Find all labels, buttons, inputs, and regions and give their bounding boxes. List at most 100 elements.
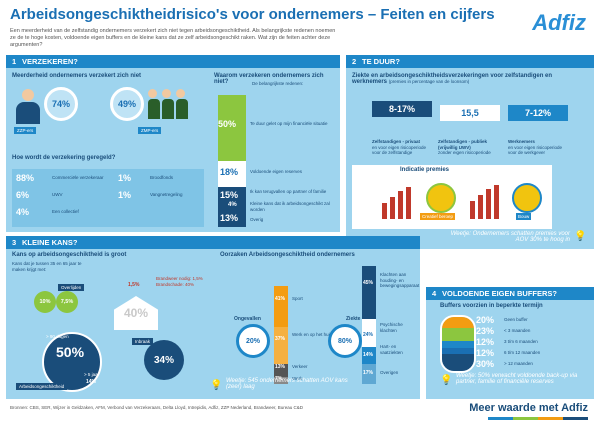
- overlijden-a: 10%: [34, 291, 56, 313]
- brandschade-pct: 40%: [124, 306, 149, 320]
- buffer-pct: 12%: [476, 347, 495, 358]
- ongeval-item-label: Verkeer: [292, 364, 308, 369]
- range-werknemers: 7-12%: [508, 105, 568, 121]
- reason-seg-2: [218, 161, 246, 187]
- ziekte-bar: [362, 266, 376, 384]
- ao-label: Arbeidsongeschiktheid: [16, 383, 68, 390]
- slogan: Meer waarde met Adfiz: [469, 402, 588, 414]
- ziekte-circle: 80%: [328, 324, 362, 358]
- adfiz-logo: Adfiz: [532, 10, 586, 35]
- inbraak-circle: 34%: [144, 340, 184, 380]
- q-waarom-sub: De belangrijkste redenen:: [252, 81, 304, 86]
- reg-pct: 1%: [118, 190, 132, 200]
- reason-label: Voldoende eigen reserves: [250, 169, 303, 174]
- reason-label: Te duur gelet op mijn financiële situati…: [250, 121, 328, 126]
- overlijden-b: 7,5%: [56, 291, 78, 313]
- mkb-label: ZMP-ers: [138, 127, 162, 134]
- ziekte-item-label: Psychische klachten: [380, 322, 403, 333]
- reason-pct: 50%: [218, 119, 237, 129]
- s2-weetje: Weetje: Ondernemers schatten premies voo…: [450, 231, 570, 243]
- brand-labels: Brandweer nodig: 1,5% Brandschade: 40%: [156, 276, 203, 287]
- ao-pct2: 14%: [86, 379, 97, 385]
- reason-pct: 18%: [220, 167, 239, 177]
- section-te-duur: 2 TE DUUR? Ziekte en arbeidsongeschikthei…: [346, 55, 594, 249]
- reg-label: Vangnetregeling: [150, 192, 183, 197]
- premie-indicatie-title: Indicatie premies: [400, 167, 450, 173]
- zzp-circle: 74%: [44, 87, 78, 121]
- buffer-thermometer: [440, 315, 476, 373]
- builder-label: Bouw: [516, 213, 532, 220]
- q-premies: Ziekte en arbeidsongeschiktheidsverzeker…: [352, 73, 553, 85]
- section-4-header: 4 VOLDOENDE EIGEN BUFFERS?: [426, 287, 594, 300]
- s4-weetje: Weetje: 50% verwacht voldoende back-up v…: [456, 373, 578, 385]
- brandweer-pct: 1,5%: [128, 282, 140, 288]
- overlijden-label: Overlijden: [58, 284, 85, 291]
- q-kans: Kans op arbeidsongeschiktheid is groot: [12, 252, 127, 258]
- ziekte-pct: 24%: [363, 332, 374, 338]
- ao-years: > 5 jaar: [84, 372, 100, 377]
- mkb-people-icon: [148, 89, 188, 125]
- ziekte-pct: 17%: [363, 370, 374, 376]
- reg-pct: 4%: [16, 207, 30, 217]
- premie-ranges: 8-17% 15,5 7-12%: [352, 101, 588, 141]
- ziekte-pct: 45%: [363, 280, 374, 286]
- reason-pct: 13%: [220, 213, 239, 223]
- q-oorzaken: Oorzaken Arbeidsongeschiktheid onderneme…: [220, 252, 355, 258]
- regeling-table: 88% Commerciële verzekeraar 1% Broodfond…: [12, 169, 204, 227]
- reason-label: Ik kan terugvallen op partner of familie: [250, 189, 327, 194]
- color-strip: [488, 417, 588, 420]
- buffer-pct: 12%: [476, 336, 495, 347]
- s3-weetje: Weetje: 545 ondernemers schatten AOV kan…: [226, 378, 348, 390]
- ongeval-pct: 13%: [275, 364, 286, 370]
- buffer-label: > 12 maanden: [504, 360, 533, 366]
- buffer-list: 20% Geen buffer 23% < 3 maanden 12% 3 t/m 6…: [476, 315, 586, 369]
- range-zelfstandig-publiek: 15,5: [440, 105, 500, 121]
- reg-label: Commerciële verzekeraar: [52, 175, 104, 180]
- lightbulb-icon: 💡: [440, 375, 453, 386]
- ziekte-label: Ziekte: [346, 316, 361, 322]
- intro-text: Een meerderheid van de zelfstandig onder…: [10, 28, 336, 48]
- reason-label: Overig: [250, 217, 264, 222]
- lightbulb-icon: 💡: [574, 231, 587, 242]
- zzp-person-icon: [16, 89, 40, 125]
- buffer-label: < 3 maanden: [504, 327, 531, 333]
- section-buffers: 4 VOLDOENDE EIGEN BUFFERS? Buffers voorzi…: [426, 287, 594, 399]
- ziekte-item-label: Hart- en vaatziekten: [380, 344, 403, 355]
- ziekte-pct: 14%: [363, 352, 374, 358]
- sources: Bronnen: CBS, SER, Wijzer in Geldzaken, …: [10, 405, 304, 410]
- builder-person-icon: [512, 183, 542, 213]
- ongeval-pct: 41%: [275, 296, 286, 302]
- range-label: Zelfstandigen - privaat en voor eigen ris…: [372, 139, 427, 155]
- range-label: Werknemers en voor eigen risicoperiode vo…: [508, 139, 563, 155]
- ongeval-label: Ongevallen: [234, 316, 261, 322]
- ongeval-pct: 7%: [275, 376, 283, 382]
- q-niet-verzekerd: Meerderheid ondernemers verzekert zich n…: [12, 73, 142, 79]
- ongeval-item-label: Sport: [292, 296, 303, 301]
- reg-label: UWV: [52, 192, 63, 197]
- page-title: Arbeidsongeschiktheidrisico's voor onder…: [10, 6, 495, 23]
- q-buffers: Buffers voorzien in beperkte termijn: [440, 303, 543, 309]
- section-number: 1: [12, 57, 17, 66]
- premie-bars-2: [470, 185, 499, 219]
- mkb-circle: 49%: [110, 87, 144, 121]
- reason-seg-3: [218, 187, 246, 227]
- ongeval-pct: 37%: [275, 336, 286, 342]
- reg-label: Een collectief: [52, 209, 79, 214]
- reg-pct: 6%: [16, 190, 30, 200]
- section-2-header: 2 TE DUUR?: [346, 55, 594, 68]
- ongeval-bar: [274, 286, 288, 384]
- lightbulb-icon: 💡: [210, 380, 223, 391]
- ziekte-item-label: Overigen: [380, 370, 399, 375]
- q-kans-sub: Kans dat je tussen 35 en 65 jaar te make…: [12, 261, 82, 272]
- reg-pct: 1%: [118, 173, 132, 183]
- reason-pct: 15%: [220, 190, 239, 200]
- range-label: Zelfstandigen - publiek (vrijwillig UWV)…: [438, 139, 491, 155]
- premie-indicatie-panel: Indicatie premies Creatief beroep Bouw: [352, 165, 552, 229]
- inbraak-label: Inbraak: [132, 338, 154, 345]
- buffer-label: Geen buffer: [504, 317, 528, 323]
- ongeval-circle: 20%: [236, 324, 270, 358]
- zzp-label: ZZP-ers: [14, 127, 37, 134]
- premie-bars-1: [382, 185, 411, 219]
- reg-pct: 88%: [16, 173, 35, 183]
- creative-person-icon: [426, 183, 456, 213]
